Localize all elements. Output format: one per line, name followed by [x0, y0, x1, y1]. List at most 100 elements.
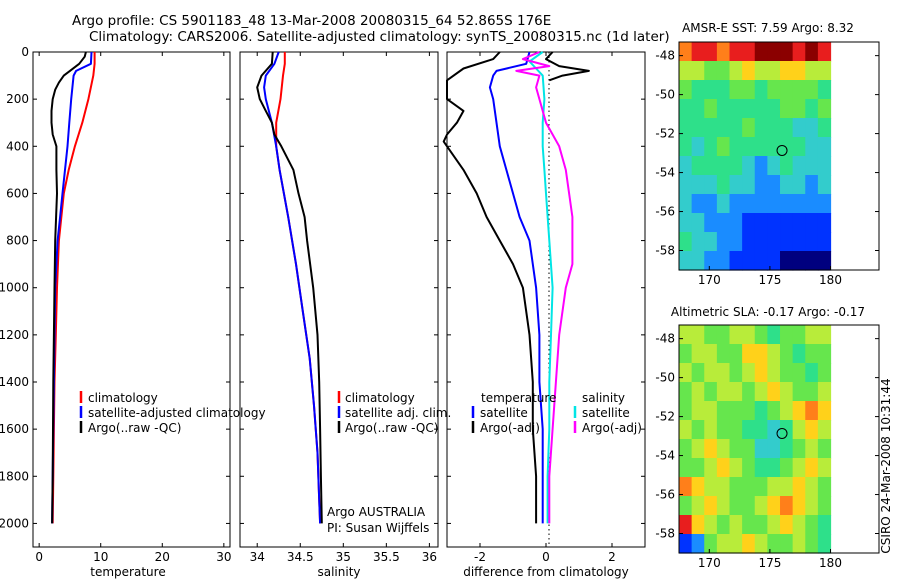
heatmap-cell [679, 194, 693, 214]
heatmap-cell [679, 401, 693, 421]
legend-title-temperature: temperature [481, 391, 556, 405]
heatmap-cell [817, 401, 832, 421]
x-tick-label: 30 [216, 550, 231, 564]
heatmap-cell [742, 382, 756, 402]
heatmap-cell [780, 194, 794, 214]
heatmap-cell [691, 118, 705, 138]
heatmap-cell [805, 382, 819, 402]
x-tick-label: 20 [155, 550, 170, 564]
heatmap-cell [729, 99, 743, 119]
heatmap-cell [691, 325, 705, 345]
legend-label-temp-argo: Argo(-adj) [480, 421, 540, 435]
y-tick-label: 1400 [0, 375, 29, 389]
heatmap-cell [817, 156, 832, 176]
heatmap-cell [679, 137, 693, 157]
figure-title-line1: Argo profile: CS 5901183_48 13-Mar-2008 … [72, 13, 552, 29]
sst-map-frame [678, 41, 880, 271]
heatmap-cell [780, 363, 794, 383]
heatmap-cell [767, 80, 781, 100]
heatmap-cell [716, 515, 731, 535]
heatmap-cell [805, 137, 819, 157]
heatmap-cell [679, 232, 693, 252]
heatmap-cell [767, 175, 781, 195]
heatmap-cell [729, 232, 743, 252]
legend-label-satellite: satellite-adjusted climatology [88, 406, 266, 420]
heatmap-cell [729, 118, 743, 138]
heatmap-cell [704, 42, 718, 62]
heatmap-cell [767, 477, 781, 497]
heatmap-cell [805, 251, 819, 271]
heatmap-cell [742, 213, 756, 233]
heatmap-cell [691, 213, 705, 233]
heatmap-cell [716, 80, 731, 100]
heatmap-cell [742, 175, 756, 195]
heatmap-cell [729, 363, 743, 383]
heatmap-cell [754, 496, 768, 516]
salinity-xlabel: salinity [317, 565, 360, 579]
heatmap-cell [742, 534, 756, 554]
heatmap-cell [792, 61, 806, 81]
heatmap-cell [679, 80, 693, 100]
heatmap-cell [742, 325, 756, 345]
y-tick-label: 1600 [0, 422, 29, 436]
heatmap-cell [792, 344, 806, 364]
heatmap-cell [754, 515, 768, 535]
heatmap-cell [716, 232, 731, 252]
salinity-axes-frame [239, 51, 439, 548]
heatmap-cell [792, 42, 806, 62]
heatmap-cell [704, 232, 718, 252]
legend-label-sal-argo: Argo(-adj) [582, 421, 642, 435]
heatmap-cell [679, 477, 693, 497]
heatmap-cell [817, 251, 832, 271]
x-tick-label: 36 [422, 550, 437, 564]
heatmap-cell [691, 515, 705, 535]
heatmap-cell [742, 401, 756, 421]
heatmap-cell [729, 80, 743, 100]
difference-axes-frame [446, 51, 646, 548]
y-tick-label: 2000 [0, 516, 29, 530]
heatmap-cell [679, 251, 693, 271]
heatmap-cell [792, 496, 806, 516]
heatmap-cell [704, 344, 718, 364]
heatmap-cell [767, 194, 781, 214]
heatmap-cell [792, 99, 806, 119]
heatmap-cell [754, 99, 768, 119]
heatmap-cell [780, 382, 794, 402]
heatmap-cell [691, 382, 705, 402]
heatmap-cell [754, 363, 768, 383]
heatmap-cell [780, 175, 794, 195]
heatmap-cell [679, 42, 693, 62]
heatmap-cell [780, 458, 794, 478]
heatmap-cell [817, 137, 832, 157]
heatmap-cell [679, 363, 693, 383]
heatmap-cell [716, 363, 731, 383]
heatmap-cell [704, 534, 718, 554]
heatmap-cell [742, 156, 756, 176]
heatmap-cell [817, 477, 832, 497]
temperature-axis-ticks: 0 10 20 30 0 200 400 600 800 1000 1200 1400 1600 1800… [0, 45, 231, 564]
heatmap-cell [729, 458, 743, 478]
argo-position-marker [776, 144, 788, 156]
legend-label-satellite: satellite adj. clim. [345, 406, 451, 420]
heatmap-cell [742, 137, 756, 157]
heatmap-cell [754, 80, 768, 100]
heatmap-cell [792, 156, 806, 176]
heatmap-cell [704, 325, 718, 345]
heatmap-cell [716, 534, 731, 554]
x-tick-label: 180 [819, 273, 842, 287]
heatmap-cell [691, 534, 705, 554]
heatmap-cell [742, 439, 756, 459]
heatmap-cell [780, 42, 794, 62]
heatmap-cell [767, 251, 781, 271]
sla-map-ticks: 170 175 180 -48 -50 -52 -54 -56 -58 [655, 332, 879, 570]
heatmap-cell [767, 232, 781, 252]
heatmap-cell [805, 42, 819, 62]
y-tick-label: -48 [655, 49, 675, 63]
x-tick-label: 175 [758, 556, 781, 570]
heatmap-cell [704, 420, 718, 440]
heatmap-cell [767, 99, 781, 119]
heatmap-cell [805, 401, 819, 421]
series-line-satellite-adjusted-climatology [51, 51, 93, 524]
heatmap-cell [679, 515, 693, 535]
heatmap-cell [691, 232, 705, 252]
